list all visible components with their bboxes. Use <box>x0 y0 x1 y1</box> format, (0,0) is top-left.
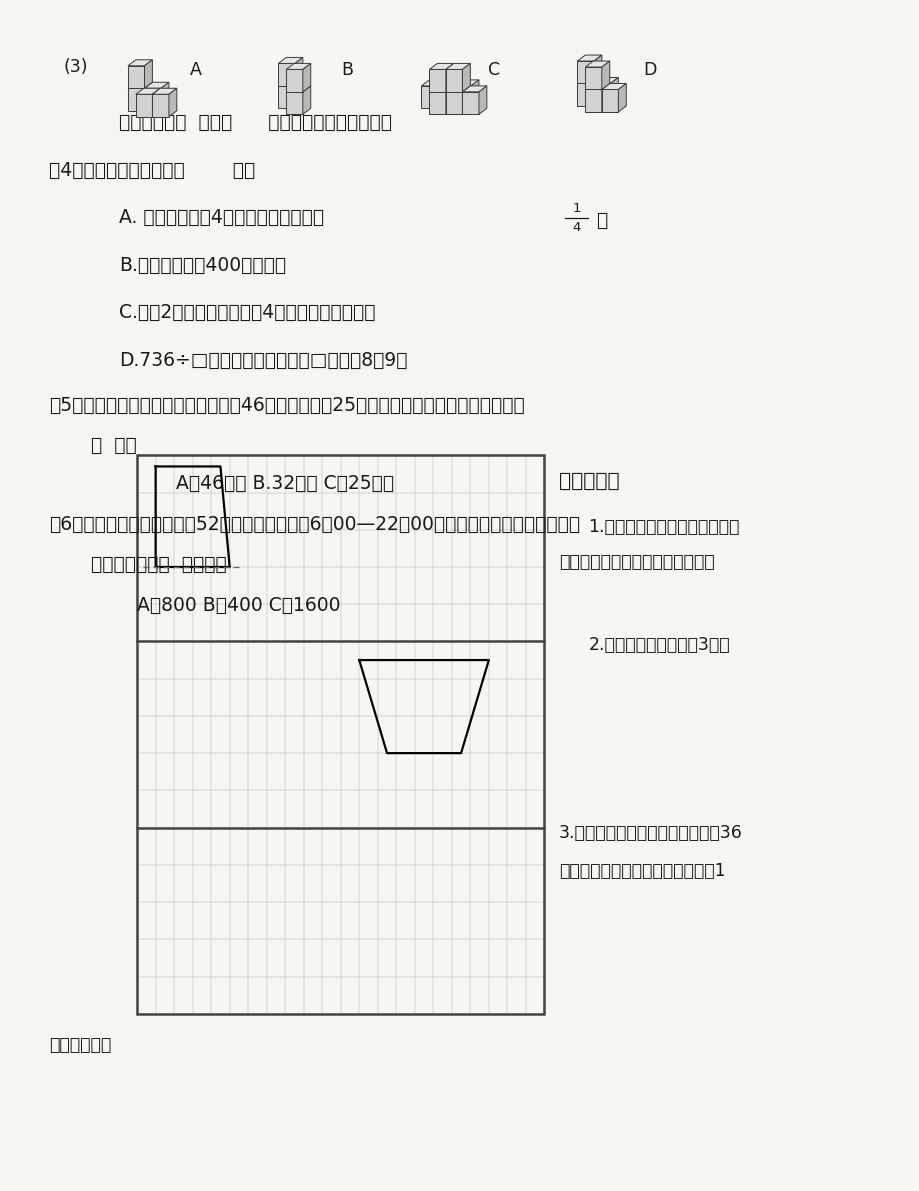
Polygon shape <box>144 60 153 88</box>
Polygon shape <box>278 80 302 86</box>
Polygon shape <box>136 88 160 94</box>
Text: (3): (3) <box>63 57 88 76</box>
Polygon shape <box>144 88 161 111</box>
Text: 四、画一画: 四、画一画 <box>559 472 619 491</box>
Polygon shape <box>437 80 462 86</box>
Text: A. 把一堆桃分成4份，每份是这堆桃的: A. 把一堆桃分成4份，每份是这堆桃的 <box>119 208 323 227</box>
Polygon shape <box>161 82 169 111</box>
Polygon shape <box>584 83 609 89</box>
Polygon shape <box>610 77 618 106</box>
Text: 从侧面看，（  ）和（      ）看到的图形是相同的。: 从侧面看，（ ）和（ ）看到的图形是相同的。 <box>119 113 391 132</box>
Polygon shape <box>437 80 446 108</box>
Text: 3.在方格纸空出的地方画一个面积36: 3.在方格纸空出的地方画一个面积36 <box>559 824 743 842</box>
Text: 1.在方格图中画出左边图形的另: 1.在方格图中画出左边图形的另 <box>588 518 739 536</box>
Text: （4）下面说法正确的是（        ）。: （4）下面说法正确的是（ ）。 <box>49 161 255 180</box>
Polygon shape <box>594 55 601 83</box>
Text: （6）一辆汽车平均每小时行52千米，这辆汽车从6：00—22：00往返甲乙两地，甲、乙两地之: （6）一辆汽车平均每小时行52千米，这辆汽车从6：00—22：00往返甲乙两地，… <box>49 515 580 534</box>
Polygon shape <box>584 89 601 112</box>
Text: 间的距离约是（  ）千米。: 间的距离约是（ ）千米。 <box>91 555 227 574</box>
Polygon shape <box>286 63 311 69</box>
Polygon shape <box>454 80 479 86</box>
Text: 平方厘米）。: 平方厘米）。 <box>49 1036 111 1054</box>
Polygon shape <box>601 89 618 112</box>
Text: A．46千克 B.32千克 C．25千克: A．46千克 B.32千克 C．25千克 <box>176 474 393 493</box>
Polygon shape <box>295 80 302 108</box>
Polygon shape <box>462 86 486 92</box>
Polygon shape <box>429 63 453 69</box>
Polygon shape <box>454 86 471 108</box>
Polygon shape <box>429 92 446 114</box>
Polygon shape <box>601 83 626 89</box>
Polygon shape <box>594 77 618 83</box>
Polygon shape <box>446 69 462 92</box>
Polygon shape <box>577 61 594 83</box>
Polygon shape <box>128 66 144 88</box>
Polygon shape <box>577 77 601 83</box>
Polygon shape <box>446 63 470 69</box>
Polygon shape <box>462 86 470 114</box>
Text: C: C <box>487 61 499 80</box>
Polygon shape <box>454 80 462 108</box>
Polygon shape <box>446 63 453 92</box>
Polygon shape <box>286 86 311 92</box>
Polygon shape <box>577 55 601 61</box>
Bar <box>137 455 544 1014</box>
Polygon shape <box>577 83 594 106</box>
Text: 1: 1 <box>572 201 580 214</box>
Text: 一半，使它成为一个轴对称图形；: 一半，使它成为一个轴对称图形； <box>559 554 714 572</box>
Text: D: D <box>642 61 656 80</box>
Polygon shape <box>286 69 302 92</box>
Polygon shape <box>594 83 610 106</box>
Polygon shape <box>601 83 609 112</box>
Polygon shape <box>278 86 295 108</box>
Polygon shape <box>584 61 609 67</box>
Polygon shape <box>429 86 453 92</box>
Polygon shape <box>169 88 176 117</box>
Polygon shape <box>421 86 437 108</box>
Polygon shape <box>429 69 446 92</box>
Polygon shape <box>295 57 302 86</box>
Polygon shape <box>128 82 153 88</box>
Polygon shape <box>446 86 470 92</box>
Polygon shape <box>153 88 160 117</box>
Polygon shape <box>144 82 169 88</box>
Polygon shape <box>446 92 462 114</box>
Text: D.736÷□，要使商是两位数，□里可填8和9。: D.736÷□，要使商是两位数，□里可填8和9。 <box>119 350 407 369</box>
Text: A．800 B．400 C．1600: A．800 B．400 C．1600 <box>137 596 340 615</box>
Polygon shape <box>144 82 153 111</box>
Polygon shape <box>302 63 311 92</box>
Text: C.闰年2月份出生的孩子每4年才能过一个生日。: C.闰年2月份出生的孩子每4年才能过一个生日。 <box>119 304 375 323</box>
Polygon shape <box>278 57 302 63</box>
Text: B: B <box>340 61 352 80</box>
Polygon shape <box>594 77 601 106</box>
Polygon shape <box>278 63 295 86</box>
Polygon shape <box>601 61 609 89</box>
Polygon shape <box>286 92 302 114</box>
Polygon shape <box>462 63 470 92</box>
Polygon shape <box>437 86 454 108</box>
Polygon shape <box>618 83 626 112</box>
Polygon shape <box>136 94 153 117</box>
Text: 平方厘米的长方形（每个方格表示1: 平方厘米的长方形（每个方格表示1 <box>559 862 725 880</box>
Polygon shape <box>462 92 479 114</box>
Polygon shape <box>128 60 153 66</box>
Polygon shape <box>153 94 169 117</box>
Polygon shape <box>421 80 446 86</box>
Polygon shape <box>128 88 144 111</box>
Polygon shape <box>153 88 176 94</box>
Polygon shape <box>302 86 311 114</box>
Text: A: A <box>189 61 201 80</box>
Text: 。: 。 <box>596 211 607 230</box>
Text: （5）第一小组的学生称体重，最重的46千克，最轻的25千克。这组学生的平均体重可能是: （5）第一小组的学生称体重，最重的46千克，最轻的25千克。这组学生的平均体重可… <box>49 395 524 414</box>
Polygon shape <box>479 86 486 114</box>
Polygon shape <box>584 67 601 89</box>
Polygon shape <box>471 80 479 108</box>
Text: （  ）。: （ ）。 <box>91 436 137 455</box>
Text: B.体育场一圈长400平方米。: B.体育场一圈长400平方米。 <box>119 256 286 275</box>
Text: 2.把右边图形向上平移3格；: 2.把右边图形向上平移3格； <box>588 636 730 654</box>
Polygon shape <box>446 86 453 114</box>
Text: 4: 4 <box>572 220 580 233</box>
